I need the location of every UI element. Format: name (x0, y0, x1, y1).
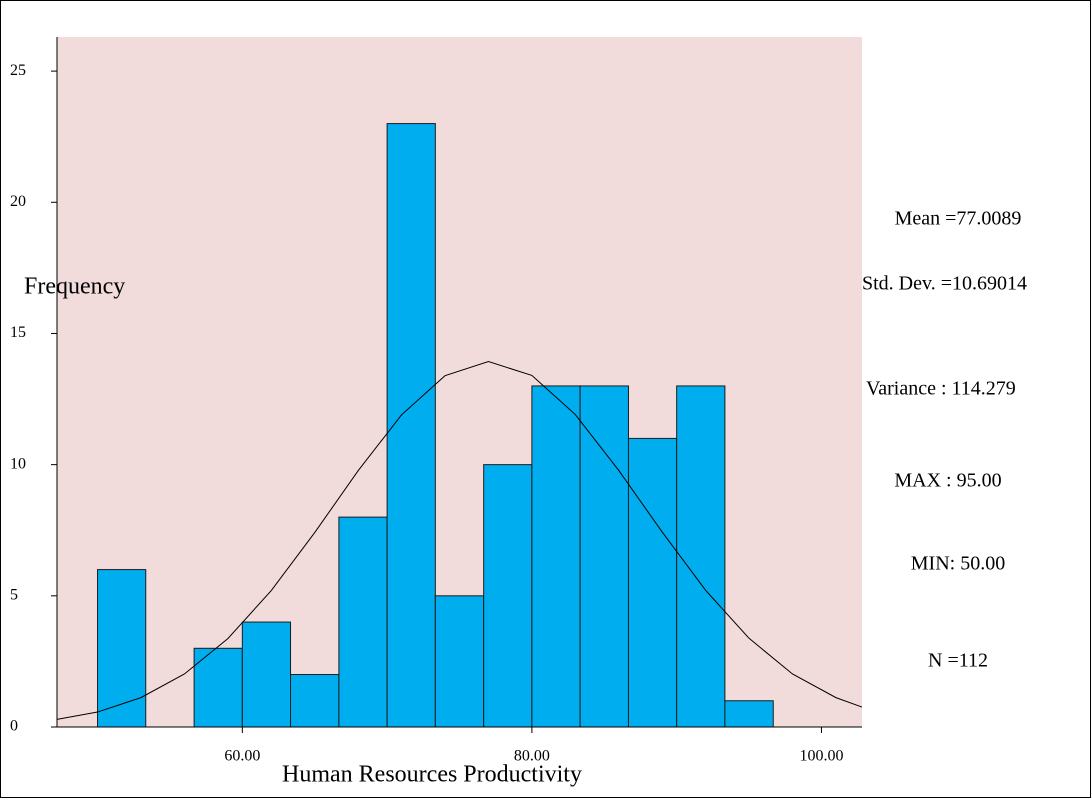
y-axis-label: Frequency (24, 274, 125, 300)
stat-annotation: MIN: 50.00 (911, 553, 1005, 575)
bar (290, 674, 340, 728)
x-axis-label: Human Resources Productivity (282, 762, 582, 788)
y-tick-label: 0 (10, 718, 18, 735)
stat-annotation: MAX : 95.00 (894, 470, 1001, 492)
bar (338, 516, 388, 728)
x-tick-label: 60.00 (224, 748, 260, 765)
bar (627, 437, 678, 728)
bar (386, 123, 436, 728)
bar (724, 700, 774, 728)
stat-annotation: Mean =77.0089 (895, 208, 1022, 230)
stat-annotation: Std. Dev. =10.69014 (862, 273, 1027, 295)
bar (483, 464, 533, 728)
bar (531, 385, 581, 728)
x-tick-label: 100.00 (799, 748, 843, 765)
normal-curve (56, 361, 863, 720)
y-tick-label: 20 (10, 193, 26, 210)
bar (193, 647, 243, 728)
bar (241, 621, 292, 728)
y-tick-label: 5 (10, 586, 18, 603)
bar (676, 385, 726, 728)
x-tick-label: 80.00 (514, 748, 550, 765)
y-tick-label: 10 (10, 455, 26, 472)
bar (434, 595, 485, 728)
stat-annotation: Variance : 114.279 (866, 378, 1016, 400)
bar (97, 569, 147, 728)
stat-annotation: N =112 (928, 650, 988, 672)
bar (579, 385, 629, 728)
y-tick-label: 15 (10, 324, 26, 341)
y-tick-label: 25 (10, 62, 26, 79)
